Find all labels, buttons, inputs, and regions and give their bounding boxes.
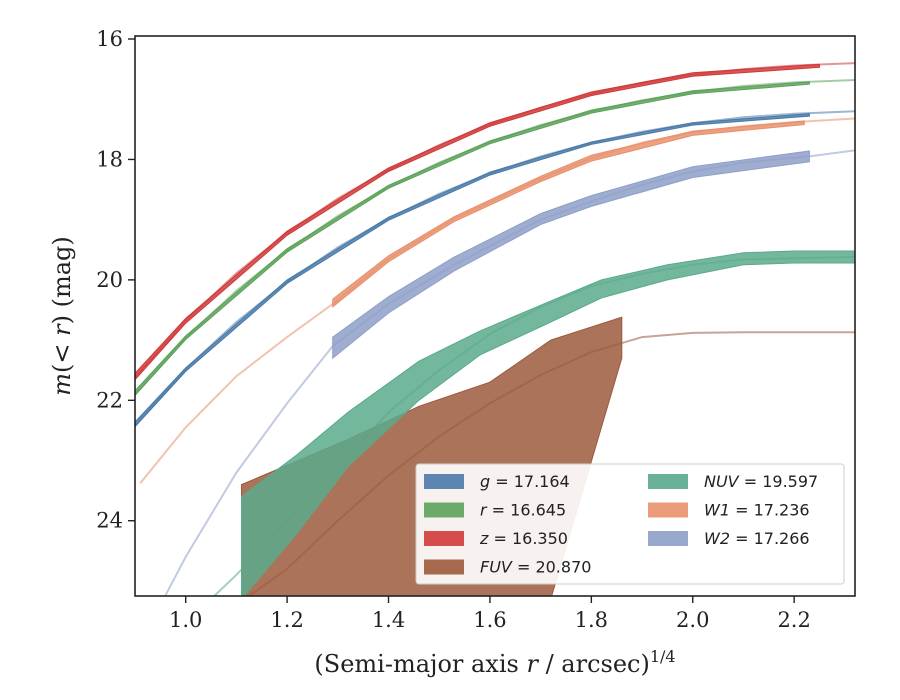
y-tick-label: 20: [96, 268, 123, 292]
legend-swatch: [424, 474, 464, 489]
legend-swatch: [648, 531, 688, 546]
legend-swatch: [424, 502, 464, 518]
legend-swatch: [648, 502, 688, 518]
w1-uncertainty-band: [332, 120, 805, 309]
legend: g = 17.164 r = 16.645 z = 16.350 FUV = 20.8…: [415, 463, 845, 585]
legend-label: r = 16.645: [480, 501, 566, 520]
legend-box: [415, 463, 845, 585]
legend-swatch: [648, 474, 688, 489]
nuv-uncertainty-band: [241, 250, 855, 596]
legend-label: z = 16.350: [479, 529, 568, 548]
x-tick-label: 1.0: [169, 608, 202, 632]
x-tick-label: 1.8: [575, 608, 608, 632]
x-tick-label: 1.6: [473, 608, 506, 632]
y-axis: 16 18 20 22 24: [96, 27, 135, 533]
legend-label: FUV = 20.870: [480, 558, 591, 577]
x-axis: 1.0 1.2 1.4 1.6 1.8 2.0 2.2: [169, 596, 811, 632]
legend-label: W1 = 17.236: [704, 501, 810, 520]
x-tick-label: 2.2: [777, 608, 810, 632]
x-tick-label: 1.2: [270, 608, 303, 632]
plot-area: [135, 62, 855, 596]
r-uncertainty-band: [135, 81, 810, 397]
plot-frame: [134, 35, 856, 597]
legend-swatch: [424, 531, 464, 546]
y-tick-label: 18: [96, 147, 123, 171]
w2-uncertainty-band: [332, 150, 810, 360]
legend-label: NUV = 19.597: [704, 472, 818, 491]
x-tick-label: 1.4: [372, 608, 405, 632]
y-tick-label: 16: [96, 27, 123, 51]
y-tick-label: 24: [96, 509, 123, 533]
legend-label: g = 17.164: [480, 472, 570, 491]
x-tick-label: 2.0: [676, 608, 709, 632]
x-axis-title: (Semi-major axis r / arcsec)1/4: [314, 647, 675, 678]
y-axis-title: m(< r) (mag): [48, 236, 76, 396]
z-uncertainty-band: [135, 63, 820, 381]
g-uncertainty-band: [135, 113, 810, 428]
y-tick-label: 22: [96, 388, 123, 412]
legend-swatch: [424, 559, 464, 575]
legend-label: W2 = 17.266: [704, 529, 810, 548]
